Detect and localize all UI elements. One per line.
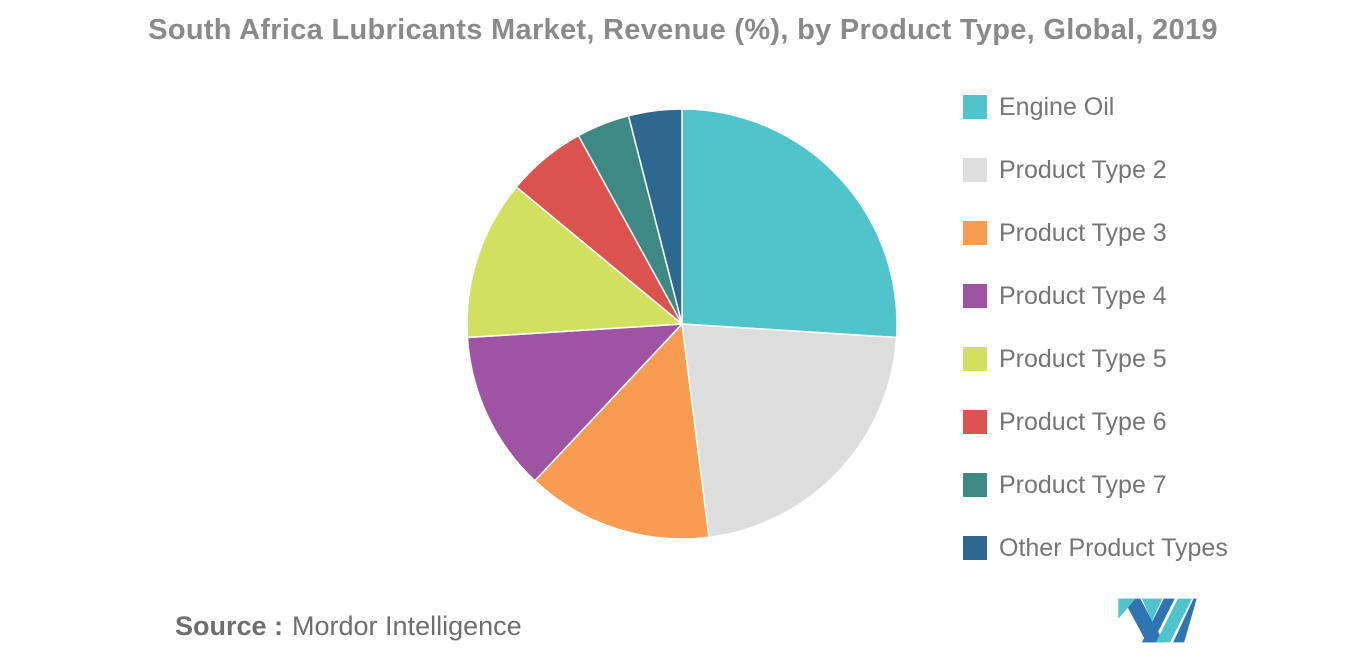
- pie-slice-engine-oil[interactable]: [681, 108, 898, 339]
- legend-label: Product Type 5: [999, 344, 1167, 373]
- chart-title: South Africa Lubricants Market, Revenue …: [148, 14, 1218, 46]
- legend-label: Other Product Types: [999, 533, 1228, 562]
- legend: Engine Oil Product Type 2 Product Type 3…: [963, 92, 1228, 599]
- source-label: Source :: [175, 611, 284, 641]
- pie-chart: [466, 108, 898, 540]
- legend-label: Product Type 6: [999, 407, 1167, 436]
- legend-swatch: [963, 95, 987, 119]
- legend-swatch: [963, 284, 987, 308]
- legend-label: Product Type 3: [999, 218, 1167, 247]
- legend-item-engine-oil[interactable]: Engine Oil: [963, 92, 1228, 121]
- logo-top-left-triangle: [1118, 598, 1136, 619]
- legend-swatch: [963, 473, 987, 497]
- pie-slice-product-type-2[interactable]: [681, 323, 898, 539]
- legend-swatch: [963, 410, 987, 434]
- legend-label: Product Type 7: [999, 470, 1167, 499]
- legend-item-product-type-7[interactable]: Product Type 7: [963, 470, 1228, 499]
- legend-item-product-type-5[interactable]: Product Type 5: [963, 344, 1228, 373]
- pie-slice-product-type-3[interactable]: [533, 322, 710, 540]
- pie-slice-product-type-4[interactable]: [466, 323, 684, 482]
- pie-slice-other-product-types[interactable]: [627, 108, 683, 325]
- legend-item-other-product-types[interactable]: Other Product Types: [963, 533, 1228, 562]
- legend-label: Engine Oil: [999, 92, 1115, 121]
- legend-label: Product Type 4: [999, 281, 1167, 310]
- legend-item-product-type-3[interactable]: Product Type 3: [963, 218, 1228, 247]
- legend-swatch: [963, 536, 987, 560]
- logo-right-diagonal: [1173, 598, 1197, 643]
- logo-mid-diagonal: [1141, 598, 1175, 643]
- pie-chart-area: [466, 108, 898, 540]
- legend-label: Product Type 2: [999, 155, 1167, 184]
- legend-item-product-type-2[interactable]: Product Type 2: [963, 155, 1228, 184]
- pie-slice-product-type-5[interactable]: [466, 185, 684, 339]
- source-value: Mordor Intelligence: [292, 611, 522, 641]
- legend-swatch: [963, 158, 987, 182]
- legend-swatch: [963, 221, 987, 245]
- legend-item-product-type-4[interactable]: Product Type 4: [963, 281, 1228, 310]
- legend-swatch: [963, 347, 987, 371]
- logo-right-bar: [1155, 598, 1192, 643]
- legend-item-product-type-6[interactable]: Product Type 6: [963, 407, 1228, 436]
- logo-center-triangle: [1141, 598, 1163, 622]
- mordor-intelligence-logo: [1118, 598, 1197, 643]
- source-note: Source : Mordor Intelligence: [175, 611, 522, 642]
